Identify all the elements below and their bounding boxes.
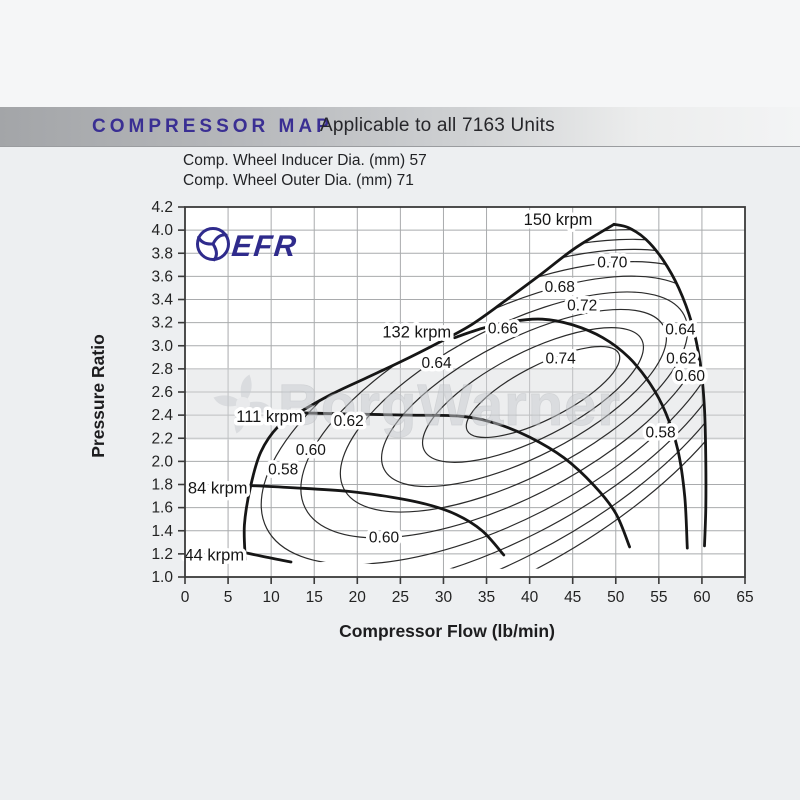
svg-text:3.2: 3.2 xyxy=(151,315,173,332)
header-bar: COMPRESSOR MAP Applicable to all 7163 Un… xyxy=(0,107,800,147)
svg-text:50: 50 xyxy=(607,589,625,606)
chart-label: 0.58 xyxy=(268,461,298,478)
chart-label: 0.74 xyxy=(546,350,577,367)
spec-line-inducer: Comp. Wheel Inducer Dia. (mm) 57 xyxy=(183,152,427,169)
wheel-specs: Comp. Wheel Inducer Dia. (mm) 57 Comp. W… xyxy=(183,151,427,191)
chart-label: 0.60 xyxy=(675,368,706,385)
svg-text:2.8: 2.8 xyxy=(151,361,173,378)
svg-text:1.0: 1.0 xyxy=(151,569,173,586)
svg-text:60: 60 xyxy=(693,589,711,606)
top-strip xyxy=(0,0,800,107)
speed-line xyxy=(297,411,631,549)
svg-text:2.2: 2.2 xyxy=(151,430,173,447)
svg-text:45: 45 xyxy=(564,589,581,606)
svg-text:1.4: 1.4 xyxy=(151,523,173,540)
x-axis-title: Compressor Flow (lb/min) xyxy=(339,621,555,641)
chart-label: 0.62 xyxy=(666,350,696,367)
chart-label: 0.66 xyxy=(488,320,518,337)
chart-label: 0.60 xyxy=(296,442,327,459)
speed-line xyxy=(453,317,689,550)
chart-label: 150 krpm xyxy=(524,211,593,229)
spec-line-outer: Comp. Wheel Outer Dia. (mm) 71 xyxy=(183,172,414,189)
svg-text:2.4: 2.4 xyxy=(151,407,173,424)
svg-text:30: 30 xyxy=(435,589,453,606)
borgwarner-watermark: BorgWarner xyxy=(213,373,621,438)
svg-text:3.6: 3.6 xyxy=(151,268,173,285)
chart-label: 0.68 xyxy=(545,279,575,296)
svg-text:25: 25 xyxy=(392,589,409,606)
chart-label: 0.64 xyxy=(665,322,696,339)
chart-label: 0.64 xyxy=(421,355,452,372)
svg-text:0: 0 xyxy=(181,589,190,606)
y-axis-title: Pressure Ratio xyxy=(88,334,108,458)
svg-text:35: 35 xyxy=(478,589,495,606)
svg-text:4.0: 4.0 xyxy=(151,222,173,239)
borgwarner-logo-icon xyxy=(213,374,273,434)
page-title: COMPRESSOR MAP xyxy=(92,116,333,137)
svg-text:10: 10 xyxy=(263,589,281,606)
watermark-text: BorgWarner xyxy=(278,373,621,438)
svg-text:55: 55 xyxy=(650,589,667,606)
svg-text:1.8: 1.8 xyxy=(151,477,173,494)
chart-label: 0.58 xyxy=(645,424,675,441)
surge-line xyxy=(242,222,616,562)
speed-line xyxy=(249,484,506,557)
chart-label: 0.70 xyxy=(597,255,628,272)
chart-label: 111 krpm xyxy=(236,408,302,426)
svg-text:3.4: 3.4 xyxy=(151,292,173,309)
chart-label: 44 krpm xyxy=(184,547,244,565)
efr-logo: EFR xyxy=(196,227,300,263)
efr-logo-text: EFR xyxy=(230,230,299,263)
watermark-band xyxy=(187,368,743,440)
svg-text:65: 65 xyxy=(736,589,753,606)
speed-line xyxy=(612,222,708,548)
svg-text:15: 15 xyxy=(306,589,323,606)
page-subtitle: Applicable to all 7163 Units xyxy=(320,115,555,136)
chart-labels: 0.580.600.620.640.660.680.700.720.740.64… xyxy=(181,208,709,568)
chart-label: 132 krpm xyxy=(382,323,451,341)
svg-text:3.0: 3.0 xyxy=(151,338,173,355)
speed-lines xyxy=(242,222,708,564)
svg-text:3.8: 3.8 xyxy=(151,245,173,262)
svg-text:1.2: 1.2 xyxy=(151,546,173,563)
speed-line xyxy=(243,551,293,564)
svg-text:20: 20 xyxy=(349,589,367,606)
svg-text:2.6: 2.6 xyxy=(151,384,173,401)
svg-text:4.2: 4.2 xyxy=(151,199,173,216)
chart-label: 0.60 xyxy=(369,530,400,547)
chart-label: 84 krpm xyxy=(188,479,248,497)
svg-text:1.6: 1.6 xyxy=(151,500,173,517)
svg-text:2.0: 2.0 xyxy=(151,453,173,470)
chart-label: 0.72 xyxy=(567,297,597,314)
tick-labels: 0 5 10 15 20 25 30 35 40 45 50 55 60 65 1.0 1.2 1.4 1.6 1.… xyxy=(151,199,753,606)
svg-text:40: 40 xyxy=(521,589,539,606)
tick-marks xyxy=(178,206,746,584)
chart-label: 0.62 xyxy=(334,413,364,430)
svg-text:5: 5 xyxy=(224,589,233,606)
